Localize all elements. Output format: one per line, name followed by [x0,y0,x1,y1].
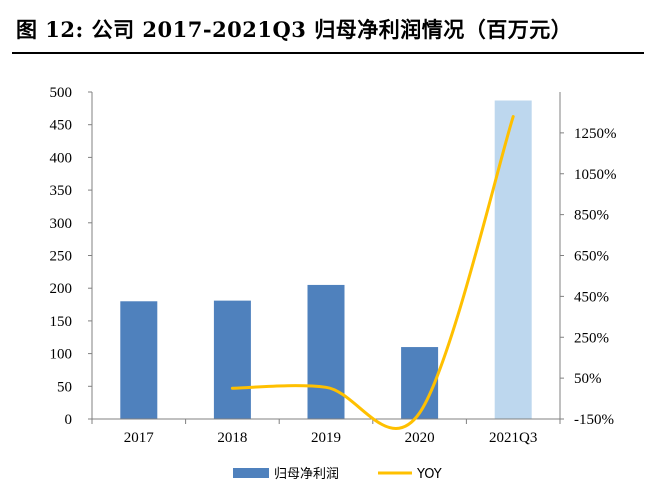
right-tick-label: -150% [574,412,614,428]
left-tick-label: 150 [50,314,73,330]
right-tick-label: 1250% [574,126,617,142]
left-tick-label: 450 [50,118,73,134]
legend-bar-swatch [233,468,269,478]
left-axis-ticks: 0 50 100 150 200 250 300 350 400 450 500 [50,85,73,428]
figure-title: 图 12: 公司 2017-2021Q3 归母净利润情况（百万元） [16,17,573,42]
right-tick-label: 1050% [574,167,617,183]
axes-group [88,91,564,424]
bar-2019 [307,284,345,419]
x-tick-label: 2021Q3 [489,430,537,446]
left-tick-label: 200 [50,281,73,297]
left-tick-label: 400 [50,150,73,166]
bar-2017 [120,301,158,419]
left-tick-label: 500 [50,85,73,101]
legend-line-label: YOY [416,467,442,480]
bars-group [120,100,532,419]
x-tick-label: 2018 [217,430,247,446]
legend-bar-label: 归母净利润 [274,467,339,480]
right-axis-ticks: -150% 50% 250% 450% 650% 850% 1050% 1250% [574,126,617,428]
x-axis-ticks: 2017 2018 2019 2020 2021Q3 [124,430,538,446]
x-tick-label: 2019 [311,430,341,446]
left-tick-label: 300 [50,216,73,232]
left-tick-label: 100 [50,347,73,363]
right-tick-label: 250% [574,330,609,346]
left-tick-label: 50 [57,379,72,395]
x-tick-label: 2020 [405,430,435,446]
left-tick-label: 250 [50,249,73,265]
right-tick-label: 450% [574,289,609,305]
left-tick-label: 0 [65,412,73,428]
bar-2020 [401,347,439,419]
yoy-line-group [230,115,515,430]
right-tick-label: 50% [574,371,602,387]
right-tick-label: 850% [574,208,609,224]
yoy-line [230,115,515,430]
left-tick-label: 350 [50,183,73,199]
bar-2018 [213,300,251,419]
bar-2021Q3 [494,100,532,419]
title-rule [12,52,644,54]
x-tick-label: 2017 [124,430,155,446]
legend: 归母净利润 YOY [233,467,442,480]
right-tick-label: 650% [574,249,609,265]
